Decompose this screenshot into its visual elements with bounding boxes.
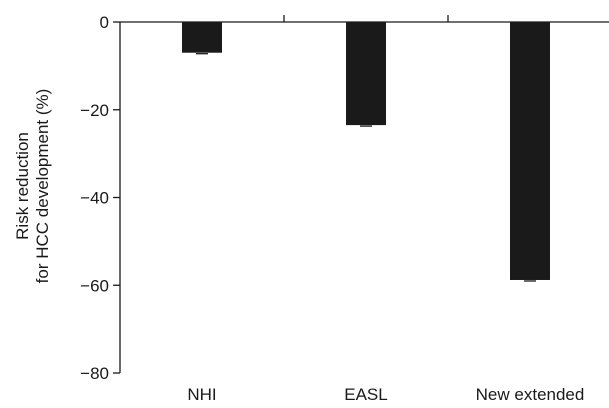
- bar: [510, 22, 550, 280]
- y-tick-label: 0: [100, 13, 109, 32]
- y-axis-title-line-2: for HCC development (%): [33, 89, 52, 284]
- bar: [346, 22, 386, 126]
- plot-area: 0 −20 −40 −60 −80 NHI EASL New extended: [80, 13, 609, 404]
- bar: [182, 22, 222, 53]
- category-label: New extended: [476, 385, 585, 404]
- y-tick-label: −80: [80, 364, 109, 383]
- y-tick-label: −40: [80, 189, 109, 208]
- category-label: NHI: [187, 385, 216, 404]
- y-tick-label: −20: [80, 101, 109, 120]
- y-axis-title-line-1: Risk reduction: [13, 132, 32, 240]
- y-tick-label: −60: [80, 276, 109, 295]
- y-axis-title: Risk reduction for HCC development (%): [13, 89, 52, 284]
- category-label: EASL: [344, 385, 387, 404]
